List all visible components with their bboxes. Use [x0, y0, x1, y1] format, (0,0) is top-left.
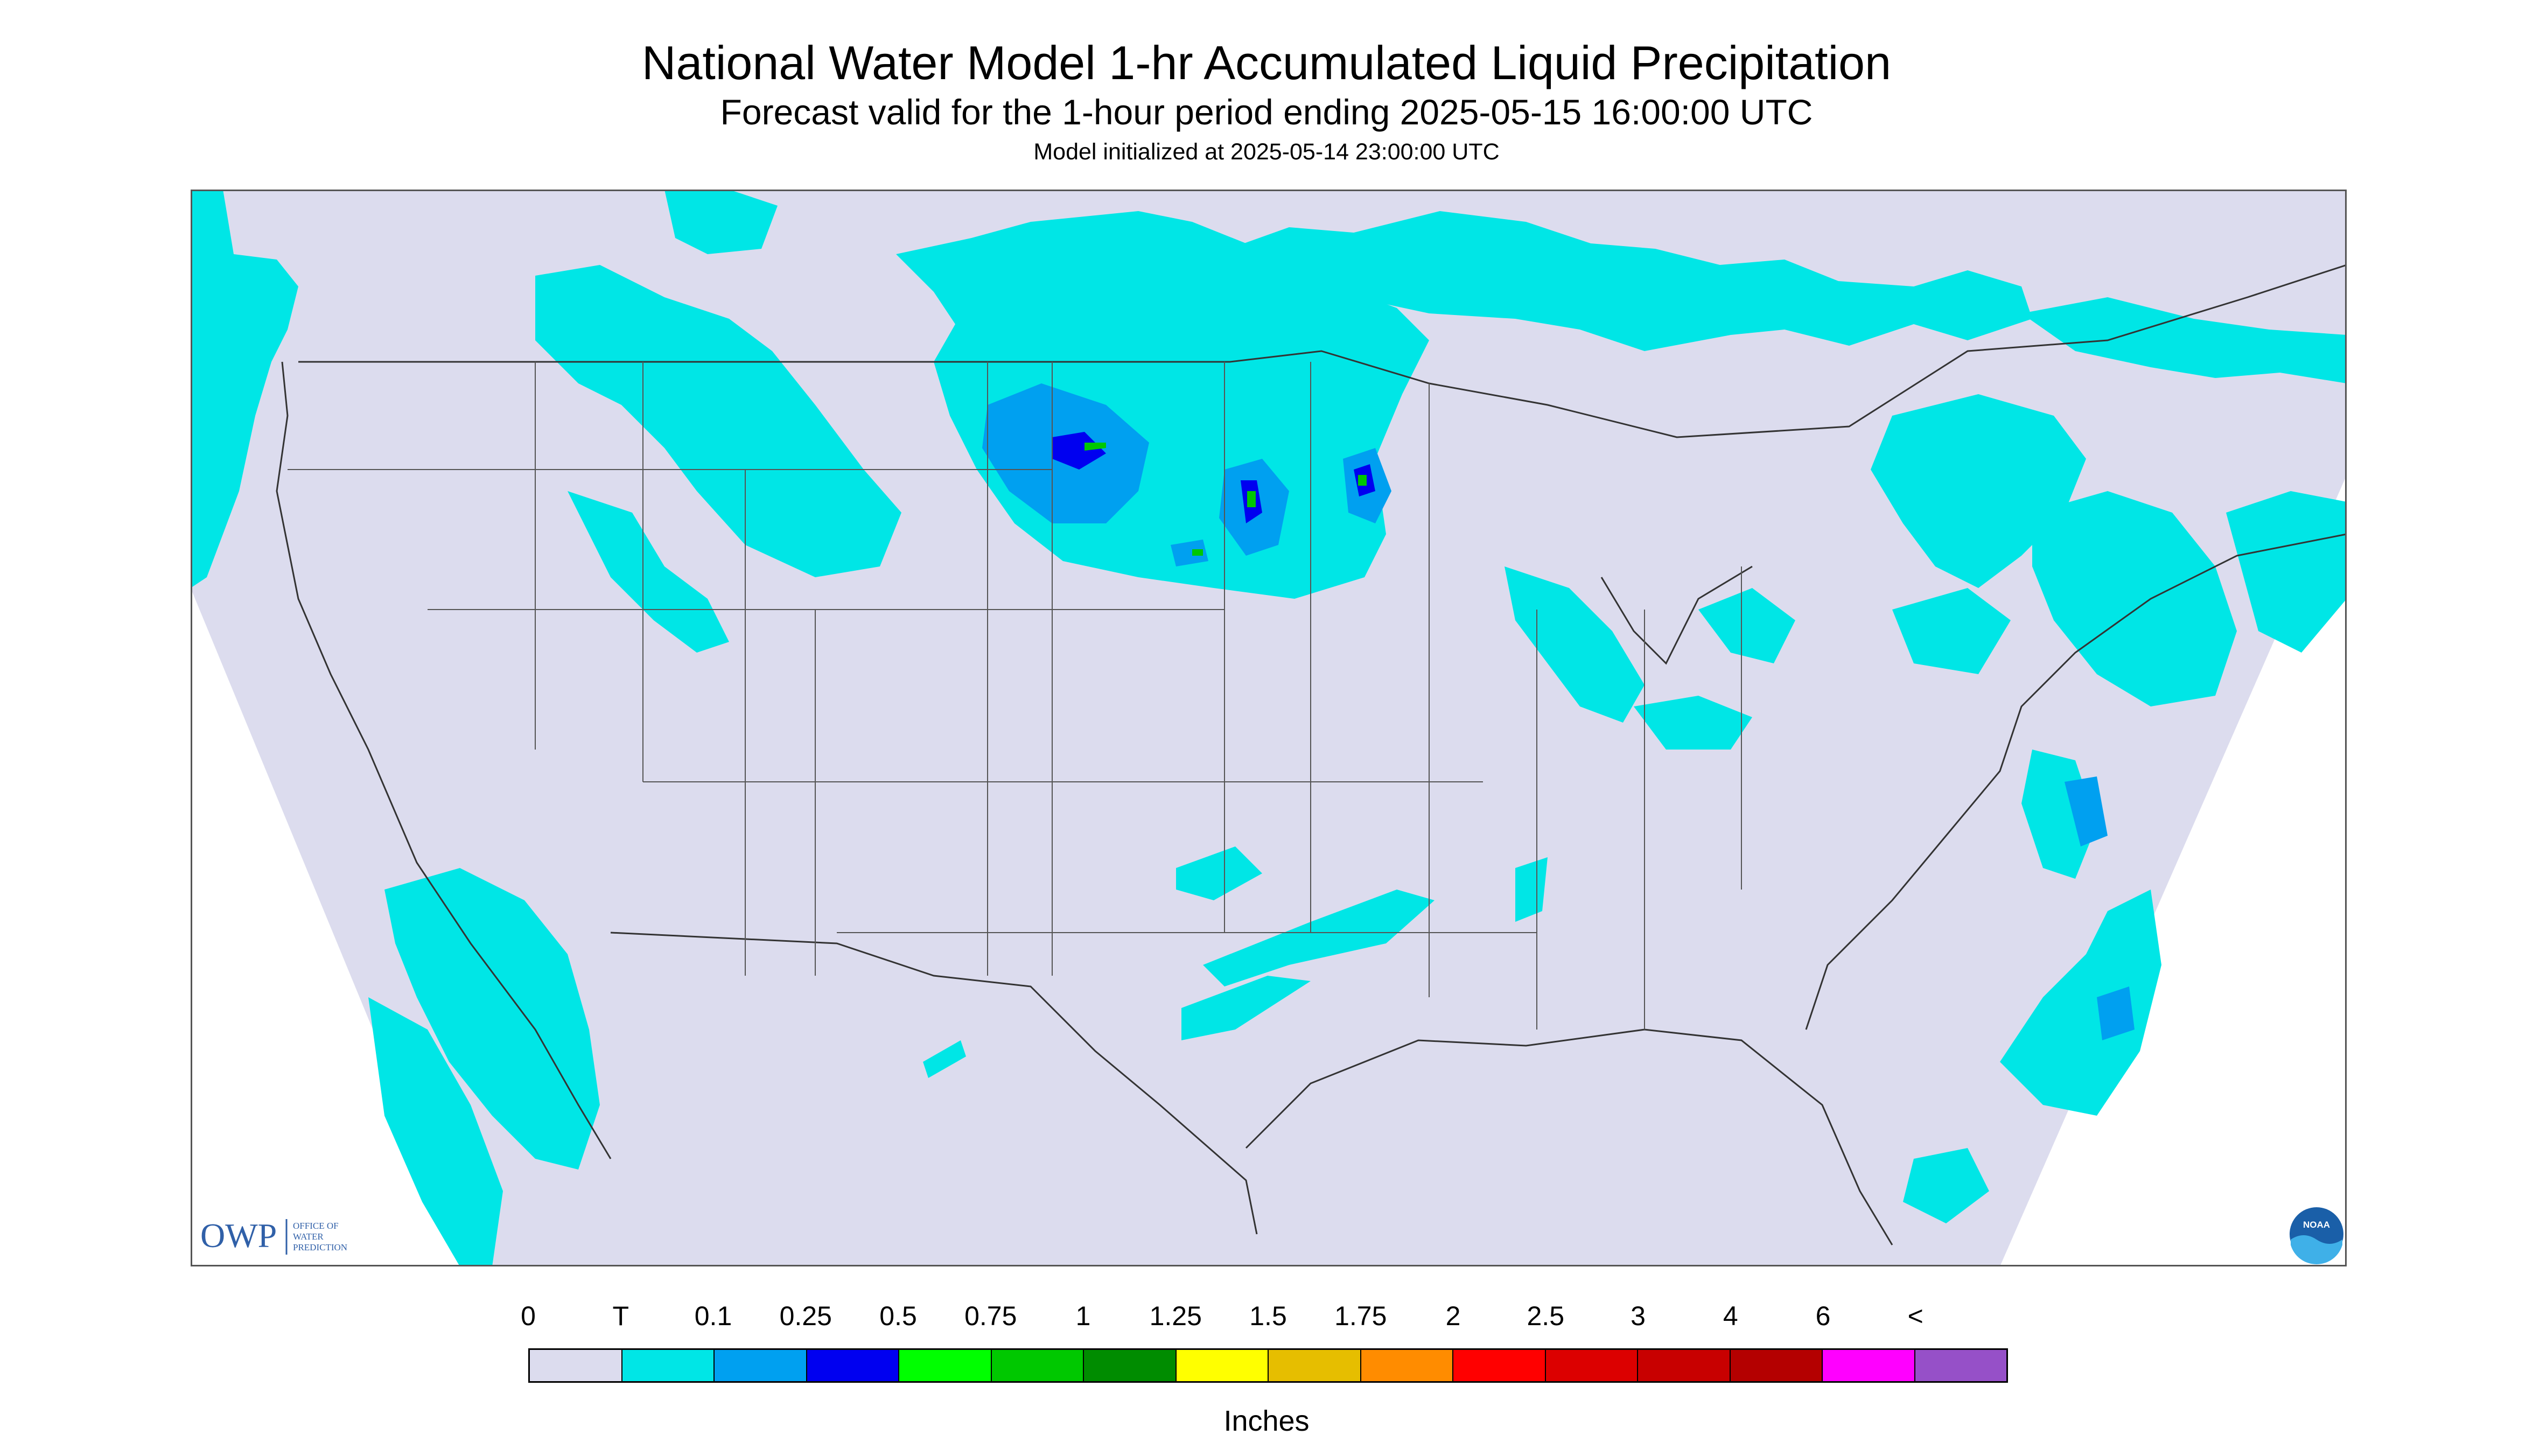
legend-swatch: [1361, 1350, 1453, 1381]
legend-units: Inches: [1223, 1405, 1310, 1437]
legend-swatch: [1638, 1350, 1731, 1381]
legend-swatch: [1453, 1350, 1546, 1381]
legend-swatch: [1269, 1350, 1361, 1381]
legend-swatch: [1176, 1350, 1269, 1381]
noaa-logo: NOAA: [2290, 1207, 2343, 1264]
legend-labels: 0 T 0.1 0.25 0.5 0.75 1 1.25 1.5 1.75 2 2.5 3 4 6 <: [0, 1300, 2533, 1333]
legend-swatch: [899, 1350, 992, 1381]
legend-swatch: [807, 1350, 899, 1381]
legend-swatch: [1823, 1350, 1915, 1381]
legend-label: 0.75: [964, 1301, 1017, 1331]
legend-label: 0.1: [694, 1301, 732, 1331]
noaa-logo-text: NOAA: [2303, 1220, 2330, 1230]
owp-caption-1: OFFICE OF: [293, 1221, 339, 1231]
map-subtitle: Forecast valid for the 1-hour period end…: [720, 92, 1813, 132]
legend-swatch: [715, 1350, 807, 1381]
legend-label: 1.5: [1249, 1301, 1287, 1331]
legend-label: 1.25: [1149, 1301, 1202, 1331]
legend-swatch: [1730, 1350, 1823, 1381]
precipitation-map: OWP OFFICE OF WATER PREDICTION NOAA: [191, 190, 2347, 1266]
owp-caption-2: WATER: [293, 1231, 324, 1242]
legend-swatch: [1084, 1350, 1177, 1381]
legend-label: 2: [1445, 1301, 1461, 1331]
legend-label: 0.25: [779, 1301, 832, 1331]
legend-colorbar: [528, 1348, 2008, 1383]
legend-label: 1: [1075, 1301, 1091, 1331]
legend-label: T: [612, 1301, 629, 1331]
legend-label: 1.75: [1334, 1301, 1387, 1331]
legend-label: 0.5: [879, 1301, 917, 1331]
owp-logo-text: OWP: [200, 1216, 277, 1255]
precip-heavy-areas: [1084, 443, 1367, 556]
legend-swatch: [1915, 1350, 2006, 1381]
legend-label: <: [1907, 1301, 1923, 1331]
map-title: National Water Model 1-hr Accumulated Li…: [641, 36, 1892, 89]
legend-label: 3: [1631, 1301, 1646, 1331]
legend-label: 6: [1815, 1301, 1831, 1331]
legend-label: 2.5: [1527, 1301, 1565, 1331]
owp-logo: OWP OFFICE OF WATER PREDICTION: [200, 1216, 347, 1255]
owp-caption-3: PREDICTION: [293, 1242, 347, 1252]
model-init-line: Model initialized at 2025-05-14 23:00:00…: [1033, 139, 1500, 165]
legend-label: 0: [521, 1301, 536, 1331]
legend-swatch: [991, 1350, 1084, 1381]
legend-swatch: [1545, 1350, 1638, 1381]
legend-swatch: [530, 1350, 622, 1381]
map-boundaries: [276, 264, 2347, 1245]
legend-swatch: [622, 1350, 715, 1381]
state-boundaries: [288, 362, 1742, 1030]
legend-label: 4: [1723, 1301, 1738, 1331]
